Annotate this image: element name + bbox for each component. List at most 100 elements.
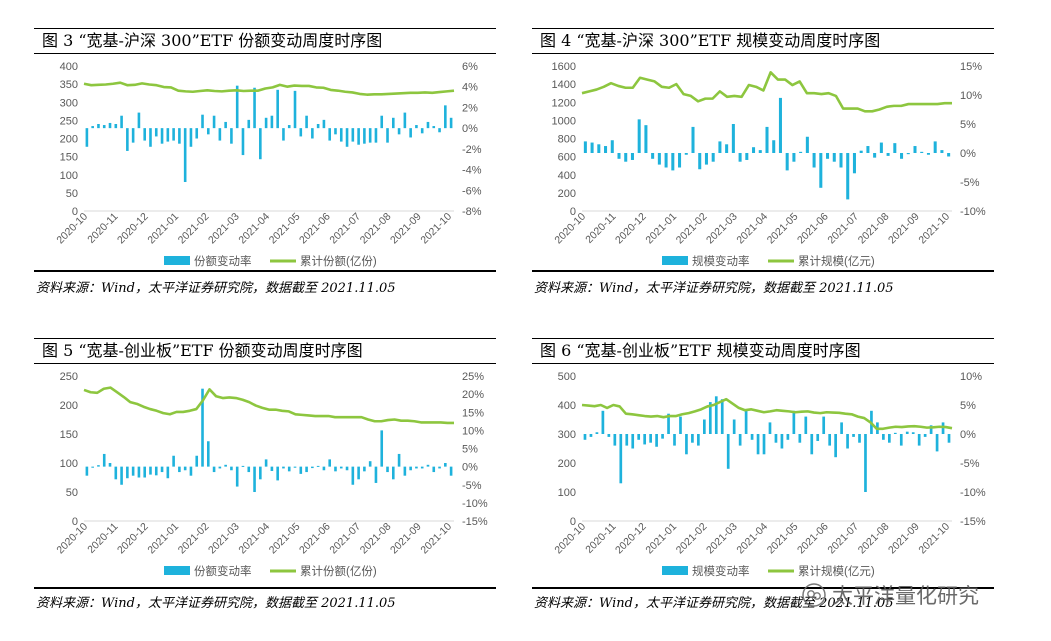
bar (731, 124, 735, 153)
bar (374, 466, 378, 483)
bar (604, 146, 608, 153)
bar (900, 153, 904, 159)
x-tick-label: 2021-02 (674, 521, 710, 557)
x-tick-label: 2020-11 (583, 211, 618, 246)
left-tick-label: 200 (60, 400, 78, 412)
bar (601, 410, 605, 434)
bar (97, 465, 100, 467)
bar (804, 416, 808, 434)
bar (826, 153, 830, 159)
bar (597, 144, 601, 153)
bar (126, 466, 129, 479)
bar (923, 434, 927, 437)
bar (691, 126, 695, 153)
right-tick-label: 25% (462, 371, 484, 383)
bar (774, 434, 778, 443)
chart-panel-3: 图 5 “宽基-创业板”ETF 份额变动周度时序图 0 50 100 150 200 25… (34, 338, 496, 611)
bar (316, 465, 320, 467)
bar (334, 128, 337, 135)
bar (345, 466, 349, 471)
bar (380, 430, 384, 467)
bar (137, 466, 141, 478)
bar (644, 125, 648, 153)
source-note: 资料来源：Wind，太平洋证券研究院，数据截至 2021.11.05 (534, 281, 894, 296)
bar (664, 153, 668, 168)
bar (328, 128, 331, 141)
bar (657, 153, 661, 165)
left-tick-label: 800 (558, 134, 576, 146)
bar (432, 466, 436, 473)
x-tick-label: 2021-02 (176, 521, 212, 557)
bar (625, 434, 629, 446)
x-tick-label: 2021-04 (734, 211, 770, 247)
right-tick-label: -15% (462, 516, 488, 528)
bar (311, 466, 314, 469)
x-tick-label: 2021-03 (206, 521, 242, 557)
x-tick-label: 2021-01 (145, 521, 181, 557)
right-tick-label: 5% (960, 400, 976, 412)
x-tick-label: 2021-10 (418, 211, 454, 247)
bar (630, 153, 634, 160)
bar (846, 434, 849, 449)
bar (852, 434, 855, 437)
chart-svg: 0 100 200 300 400 500 -15% -10% -5% 0% 5% 10% 2020-1… (552, 371, 986, 578)
right-tick-label: -5% (960, 458, 980, 470)
bar (671, 153, 675, 171)
x-tick-label: 2020-12 (613, 211, 649, 247)
cumulative-line (83, 81, 455, 96)
left-tick-label: 150 (60, 429, 78, 441)
bar (334, 466, 337, 472)
bar (282, 466, 285, 469)
bar (305, 466, 308, 473)
bar (131, 466, 135, 476)
watermark: 太平洋量化研究 (802, 580, 979, 610)
bar (697, 434, 700, 446)
bar (270, 466, 274, 471)
bar (91, 466, 94, 468)
right-tick-label: 20% (462, 389, 484, 401)
left-tick-label: 200 (558, 458, 576, 470)
left-tick-label: 1600 (552, 61, 576, 73)
bar (166, 466, 170, 479)
bar (259, 466, 262, 480)
bar (247, 466, 251, 473)
bar (679, 416, 682, 434)
bar (449, 466, 453, 476)
bar (893, 143, 897, 153)
x-tick-label: 2021-03 (206, 211, 242, 247)
x-tick-label: 2020-11 (85, 211, 120, 246)
right-tick-label: -5% (960, 177, 980, 189)
bar (708, 402, 712, 434)
bar (224, 121, 227, 129)
bar (189, 128, 193, 147)
bar (619, 434, 623, 484)
bar (131, 128, 135, 143)
bar (207, 128, 210, 135)
bar (270, 115, 274, 129)
bar (241, 128, 245, 156)
bar (91, 126, 94, 129)
bar (590, 142, 594, 153)
bar (859, 150, 863, 153)
bar (230, 466, 233, 471)
bar (583, 141, 587, 153)
x-tick-label: 2021-08 (856, 521, 892, 557)
left-tick-label: 150 (60, 152, 78, 164)
bar (195, 455, 199, 467)
bar (172, 455, 175, 467)
bar (810, 434, 814, 455)
bar (617, 153, 621, 159)
x-tick-label: 2021-09 (388, 211, 424, 247)
bar (102, 453, 106, 467)
bar (839, 153, 843, 168)
bar (386, 128, 389, 143)
right-tick-label: 5% (960, 119, 976, 131)
bar (704, 153, 708, 165)
x-tick-label: 2021-09 (388, 521, 424, 557)
x-tick-label: 2021-10 (418, 521, 454, 557)
right-tick-label: -10% (960, 206, 986, 218)
bar (195, 128, 199, 139)
bar (183, 128, 187, 182)
source-rule (34, 270, 496, 272)
bar (328, 459, 331, 467)
